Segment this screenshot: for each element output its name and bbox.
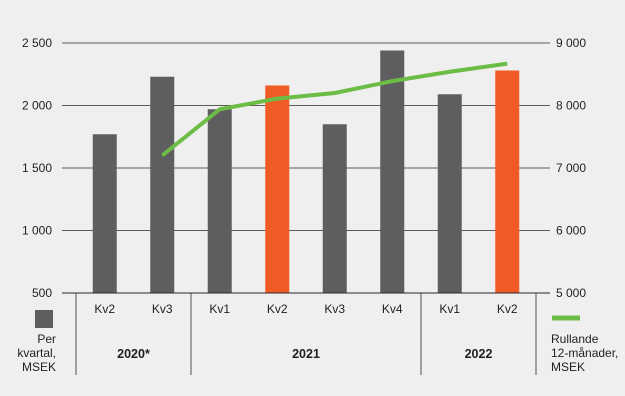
- bar: [437, 94, 462, 293]
- bar: [92, 134, 117, 293]
- y-right-tick-label: 7 000: [556, 161, 586, 175]
- category-labels: Kv2 Kv3 Kv1 Kv2 Kv3 Kv4 Kv1 Kv2 2020* 2021 2022: [75, 293, 537, 375]
- x-category-label: Kv3: [152, 302, 173, 316]
- bar: [380, 50, 405, 293]
- x-category-label: Kv1: [209, 302, 230, 316]
- y-left-tick-label: 1 000: [22, 224, 52, 238]
- axes: 500 1 000 1 500 2 000 2 500 5 000 6 000 7 000 8 …: [22, 36, 586, 300]
- y-left-tick-label: 2 000: [22, 99, 52, 113]
- y-left-tick-label: 2 500: [22, 36, 52, 50]
- legend-bar-label: Per: [37, 332, 56, 346]
- bar-series: [92, 50, 520, 293]
- y-left-tick-label: 1 500: [22, 161, 52, 175]
- bar: [150, 76, 175, 293]
- bar: [322, 124, 347, 293]
- bar: [495, 70, 520, 293]
- gridlines: [62, 42, 550, 231]
- legend-line-label: 12-månader,: [551, 346, 618, 360]
- legend-bar-label: kvartal,: [17, 346, 56, 360]
- x-category-label: Kv2: [267, 302, 288, 316]
- y-right-tick-label: 5 000: [556, 286, 586, 300]
- x-group-label: 2021: [292, 347, 320, 361]
- x-category-label: Kv1: [439, 302, 460, 316]
- legend-line-label: Rullande: [551, 332, 599, 346]
- y-right-tick-label: 8 000: [556, 99, 586, 113]
- x-category-label: Kv3: [324, 302, 345, 316]
- x-category-label: Kv2: [94, 302, 115, 316]
- legend-bar-label: MSEK: [22, 360, 56, 374]
- x-category-label: Kv4: [382, 302, 403, 316]
- y-right-tick-label: 9 000: [556, 36, 586, 50]
- x-group-label: 2020*: [117, 347, 150, 361]
- legend-bar-swatch: [35, 310, 53, 328]
- y-right-tick-label: 6 000: [556, 224, 586, 238]
- line-series: [160, 61, 508, 158]
- x-category-label: Kv2: [497, 302, 518, 316]
- x-group-label: 2022: [465, 347, 493, 361]
- legend-line-label: MSEK: [551, 360, 585, 374]
- bar: [265, 85, 290, 293]
- y-left-tick-label: 500: [32, 286, 52, 300]
- bar: [207, 109, 232, 293]
